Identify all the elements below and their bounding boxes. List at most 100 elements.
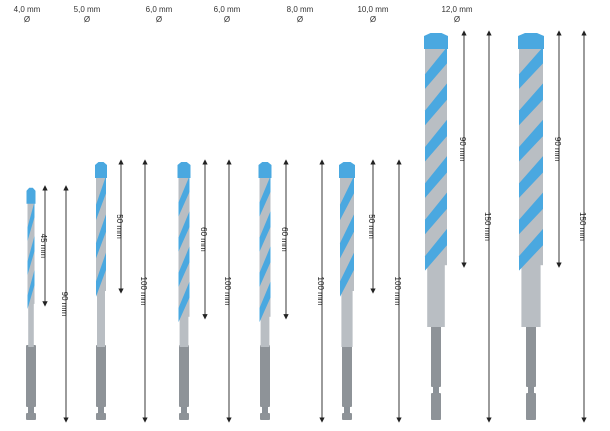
flute-spiral bbox=[27, 201, 35, 241]
shank-end bbox=[260, 413, 270, 420]
diameter-label: 8,0 mm Ø bbox=[275, 5, 325, 25]
drill-bit bbox=[95, 162, 107, 420]
flute-spiral bbox=[27, 235, 35, 275]
diameter-label: 6,0 mm Ø bbox=[134, 5, 184, 25]
drill-bit bbox=[177, 162, 191, 420]
total-length-label: 100 mm bbox=[316, 277, 325, 306]
shank-end bbox=[26, 413, 36, 420]
drill-bit bbox=[258, 162, 272, 420]
carbide-tip bbox=[26, 187, 36, 204]
diameter-label: 5,0 mm Ø bbox=[62, 5, 112, 25]
flute-spiral bbox=[340, 176, 354, 221]
carbide-tip bbox=[177, 162, 191, 178]
flute-body bbox=[178, 166, 190, 317]
carbide-tip bbox=[518, 33, 544, 49]
diameter-label: 12,0 mm Ø bbox=[432, 5, 482, 25]
flute-spiral bbox=[178, 211, 190, 252]
diameter-symbol: Ø bbox=[223, 15, 231, 24]
diameter-value: 10,0 mm bbox=[357, 5, 389, 14]
flute-spiral bbox=[425, 192, 447, 235]
flute-length-label: 60 mm bbox=[280, 227, 289, 252]
diameter-value: 8,0 mm bbox=[286, 5, 314, 14]
total-length-label: 150 mm bbox=[483, 212, 492, 241]
flute-spiral bbox=[519, 192, 543, 235]
total-length-label: 150 mm bbox=[578, 212, 587, 241]
flute-length-label: 50 mm bbox=[367, 214, 376, 239]
flute-length-label: 90 mm bbox=[458, 137, 467, 162]
hex-shank bbox=[342, 345, 352, 407]
shank-end bbox=[179, 413, 189, 420]
flute-spiral bbox=[259, 211, 271, 252]
flute-spiral bbox=[425, 83, 447, 126]
shank-end bbox=[96, 413, 106, 420]
hex-shank bbox=[26, 345, 36, 407]
drill-bit bbox=[424, 33, 448, 420]
flute-spiral bbox=[178, 281, 190, 323]
diameter-symbol: Ø bbox=[453, 15, 461, 24]
diameter-symbol: Ø bbox=[296, 15, 304, 24]
shank-end bbox=[342, 413, 352, 420]
drill-bit bbox=[26, 187, 36, 420]
flute-length-label: 50 mm bbox=[115, 214, 124, 239]
shank-groove bbox=[344, 407, 350, 413]
flute-spiral bbox=[519, 228, 543, 271]
flute-length-label: 45 mm bbox=[39, 234, 48, 259]
flute-spiral bbox=[259, 176, 271, 217]
shank-end bbox=[526, 393, 536, 420]
shank-groove bbox=[28, 407, 34, 413]
flute-spiral bbox=[340, 252, 354, 297]
flute-spiral bbox=[96, 252, 106, 297]
flute-spiral bbox=[178, 176, 190, 217]
flute-spiral bbox=[519, 119, 543, 162]
flute-length-label: 90 mm bbox=[553, 137, 562, 162]
flute-spiral bbox=[96, 214, 106, 259]
body bbox=[179, 310, 189, 347]
flute-spiral bbox=[425, 228, 447, 271]
body bbox=[521, 259, 541, 327]
hex-shank bbox=[96, 345, 106, 407]
flute-spiral bbox=[519, 83, 543, 126]
flute-spiral bbox=[340, 214, 354, 259]
diameter-symbol: Ø bbox=[155, 15, 163, 24]
shank-groove bbox=[98, 407, 104, 413]
diameter-symbol: Ø bbox=[369, 15, 377, 24]
carbide-tip bbox=[424, 33, 448, 49]
diameter-label: 10,0 mm Ø bbox=[348, 5, 398, 25]
diameter-label: 4,0 mm Ø bbox=[2, 5, 52, 25]
diameter-value: 6,0 mm bbox=[213, 5, 241, 14]
body bbox=[28, 297, 34, 347]
diameter-value: 12,0 mm bbox=[441, 5, 473, 14]
hex-shank bbox=[179, 345, 189, 407]
body bbox=[341, 285, 353, 347]
flute-spiral bbox=[425, 156, 447, 198]
diameter-value: 4,0 mm bbox=[13, 5, 41, 14]
drill-bit bbox=[518, 33, 544, 420]
flute-body bbox=[259, 166, 271, 317]
diameter-symbol: Ø bbox=[83, 15, 91, 24]
flute-spiral bbox=[259, 246, 271, 287]
total-length-label: 100 mm bbox=[223, 277, 232, 306]
shank-groove bbox=[433, 387, 439, 393]
flute-length-label: 60 mm bbox=[199, 227, 208, 252]
flute-spiral bbox=[425, 119, 447, 162]
hex-shank bbox=[431, 325, 441, 387]
diameter-value: 5,0 mm bbox=[73, 5, 101, 14]
drill-bit bbox=[339, 162, 355, 420]
shank-end bbox=[431, 393, 441, 420]
total-length-label: 90 mm bbox=[60, 292, 69, 317]
shank-groove bbox=[262, 407, 268, 413]
total-length-label: 100 mm bbox=[139, 277, 148, 306]
body bbox=[97, 285, 105, 347]
flute-spiral bbox=[519, 47, 543, 89]
flute-spiral bbox=[96, 176, 106, 221]
diameter-value: 6,0 mm bbox=[145, 5, 173, 14]
carbide-tip bbox=[95, 162, 107, 178]
diameter-label: 6,0 mm Ø bbox=[202, 5, 252, 25]
shank-groove bbox=[181, 407, 187, 413]
shank-groove bbox=[528, 387, 534, 393]
body bbox=[427, 259, 445, 327]
body bbox=[260, 310, 270, 347]
total-length-label: 100 mm bbox=[393, 277, 402, 306]
diameter-symbol: Ø bbox=[23, 15, 31, 24]
